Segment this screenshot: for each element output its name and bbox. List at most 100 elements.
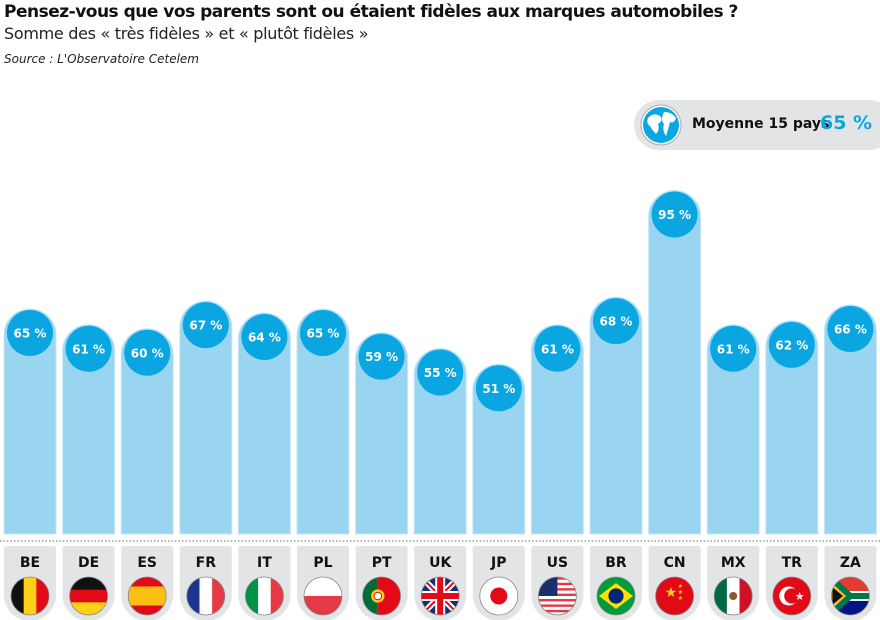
bar — [296, 308, 350, 535]
bar-group-PT: 59 % — [355, 332, 409, 535]
category-JP: JP — [472, 546, 525, 620]
flag-uk-icon — [420, 576, 460, 616]
tick-label: CN — [664, 555, 686, 571]
value-bubble — [241, 313, 288, 360]
flag-mx-icon — [713, 576, 753, 616]
bar — [62, 324, 116, 535]
bar — [3, 308, 57, 535]
value-bubble — [65, 325, 112, 372]
category-CN: CN★ ★★★ — [648, 546, 701, 620]
flag-tr-icon: ★ — [772, 576, 812, 616]
value-bubble — [358, 333, 405, 380]
chart-title: Pensez-vous que vos parents sont ou étai… — [4, 2, 738, 22]
flag-es-icon — [127, 576, 167, 616]
data-label: 51 % — [482, 382, 515, 396]
svg-text:★: ★ — [678, 595, 683, 602]
value-bubble — [710, 325, 757, 372]
average-value: 65 % — [820, 112, 873, 134]
bar-group-FR: 67 % — [179, 300, 233, 535]
data-label: 60 % — [131, 346, 164, 360]
bar — [823, 304, 877, 535]
data-label: 95 % — [658, 208, 691, 222]
bar-group-BR: 68 % — [589, 296, 643, 535]
tick-label: DE — [78, 555, 99, 571]
bar-group-MX: 61 % — [706, 324, 760, 535]
flag-jp-icon — [479, 576, 519, 616]
value-bubble — [768, 321, 815, 368]
tick-label: ES — [137, 555, 157, 571]
value-bubble — [124, 329, 171, 376]
category-BE: BE — [4, 546, 56, 620]
bar — [706, 324, 760, 535]
flag-br-icon — [596, 576, 636, 616]
category-PL: PL — [297, 546, 349, 620]
tick-label: JP — [490, 555, 506, 571]
tick-label: PL — [313, 555, 332, 571]
bar-group-ZA: 66 % — [823, 304, 877, 535]
data-label: 66 % — [834, 323, 867, 337]
tick-label: IT — [257, 555, 272, 571]
svg-text:★: ★ — [678, 583, 683, 590]
bar — [355, 332, 409, 535]
tick-label: UK — [429, 555, 452, 571]
bar — [589, 296, 643, 535]
chart-source: Source : L'Observatoire Cetelem — [4, 52, 199, 66]
value-bubble — [182, 302, 229, 349]
data-label: 65 % — [14, 327, 47, 341]
data-label: 62 % — [775, 338, 808, 352]
flag-us-icon — [538, 576, 577, 616]
tick-label: PT — [372, 555, 392, 571]
bar — [413, 348, 467, 535]
value-bubble — [300, 310, 346, 356]
category-FR: FR — [179, 546, 232, 620]
data-label: 67 % — [189, 319, 222, 333]
average-label: Moyenne 15 pays — [692, 116, 830, 132]
value-bubble — [651, 191, 698, 238]
value-bubble — [7, 310, 53, 356]
value-bubble — [417, 349, 464, 396]
tick-label: BR — [605, 555, 627, 571]
tick-label: US — [547, 555, 568, 571]
category-TR: TR ★ — [765, 546, 818, 620]
category-UK: UK — [414, 546, 467, 620]
flag-de-icon — [69, 576, 108, 616]
tick-label: FR — [196, 555, 217, 571]
data-label: 65 % — [307, 327, 340, 341]
category-ZA: ZA — [824, 546, 877, 620]
bar-group-CN: 95 % — [648, 190, 702, 535]
flag-be-icon — [10, 576, 50, 616]
bar-group-PL: 65 % — [296, 308, 350, 535]
bar — [530, 324, 584, 535]
bar-group-US: 61 % — [530, 324, 584, 535]
data-label: 64 % — [248, 330, 281, 344]
bar — [765, 320, 819, 535]
category-IT: IT — [238, 546, 291, 620]
value-bubble — [593, 298, 639, 345]
data-label: 61 % — [541, 342, 574, 356]
bar-group-BE: 65 % — [3, 308, 57, 535]
category-PT: PT — [355, 546, 408, 620]
svg-text:★: ★ — [665, 585, 678, 601]
svg-text:★: ★ — [678, 589, 683, 596]
category-BR: BR — [590, 546, 642, 620]
bar — [120, 328, 174, 535]
value-bubble — [827, 306, 874, 353]
value-bubble — [534, 325, 581, 372]
chart-subtitle: Somme des « très fidèles » et « plutôt f… — [4, 24, 369, 43]
tick-label: ZA — [840, 555, 861, 571]
bar — [179, 300, 233, 535]
bar-group-ES: 60 % — [120, 328, 174, 535]
flag-it-icon — [244, 576, 284, 616]
tick-label: TR — [782, 555, 803, 571]
bar-group-IT: 64 % — [237, 312, 291, 535]
bar-group-JP: 51 % — [472, 363, 526, 535]
bar — [648, 190, 702, 535]
data-label: 55 % — [424, 366, 457, 380]
data-label: 68 % — [600, 315, 633, 329]
data-label: 61 % — [717, 342, 750, 356]
flag-pl-icon — [303, 576, 343, 616]
bar — [237, 312, 291, 535]
flag-za-icon — [831, 576, 870, 616]
category-MX: MX — [707, 546, 760, 620]
flag-cn-icon: ★ ★★★ — [655, 576, 694, 616]
